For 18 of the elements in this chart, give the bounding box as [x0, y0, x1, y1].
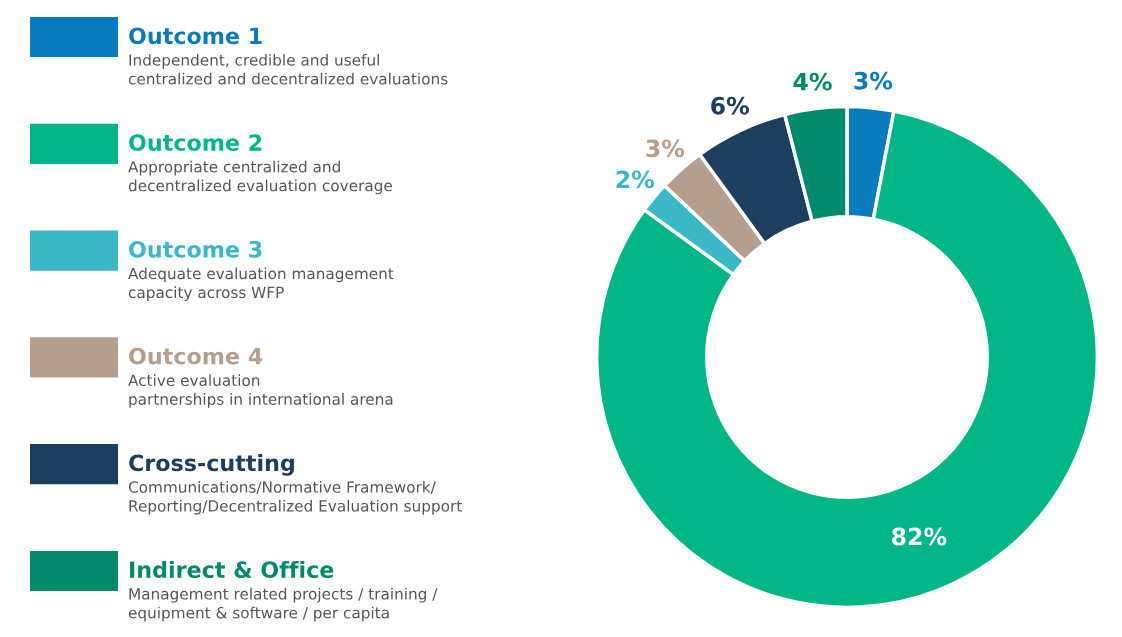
legend-label: Cross-cutting: [129, 454, 294, 476]
data-label: 4%: [793, 72, 832, 91]
data-label: 82%: [892, 527, 947, 546]
legend-label: Indirect & Office: [130, 560, 334, 579]
legend-label: Outcome 1: [129, 27, 262, 45]
text: Communications/Normative Framework/ Reporting/Decentralized Evaluation support: [128, 481, 462, 515]
text: Adequate evaluation management capacity across WFP: [128, 267, 394, 302]
text: Appropriate centralized and decentralized evaluation coverage: [128, 160, 392, 195]
text: Management related projects / training / equipment & software / per capita: [128, 587, 438, 622]
text: Active evaluation partnerships in international arena: [128, 374, 393, 408]
legend-label: Outcome 2: [129, 134, 262, 151]
data-label: 6%: [711, 96, 750, 115]
data-label: 3%: [646, 139, 685, 158]
data-label: 2%: [616, 170, 655, 189]
text: Independent, credible and useful centralized and decentralized evaluations: [128, 53, 448, 85]
legend-label: Outcome 3: [129, 240, 262, 258]
legend-label: Outcome 4: [129, 347, 263, 365]
data-label: 3%: [854, 71, 893, 90]
